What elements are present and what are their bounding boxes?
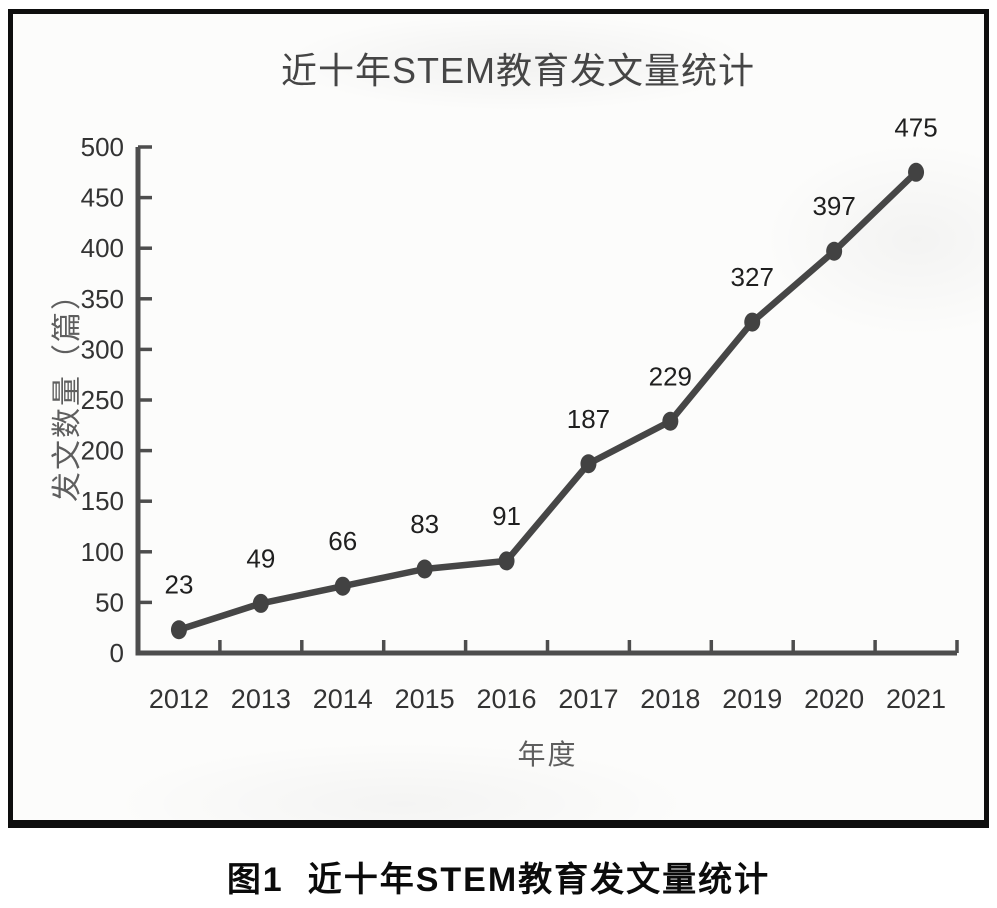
x-tick-label: 2016 <box>477 684 537 714</box>
figure-caption: 图1 近十年STEM教育发文量统计 <box>0 860 997 901</box>
figure-caption-text: 近十年STEM教育发文量统计 <box>307 861 771 899</box>
data-point <box>908 162 925 182</box>
y-tick-label: 100 <box>81 537 124 567</box>
data-point-label: 229 <box>649 361 692 391</box>
x-tick-label: 2012 <box>149 684 209 714</box>
data-point-label: 83 <box>410 509 439 539</box>
data-point <box>580 454 597 474</box>
y-tick-label: 350 <box>81 284 124 314</box>
data-point-label: 397 <box>812 191 855 221</box>
x-tick-label: 2015 <box>395 684 455 714</box>
x-axis-title: 年度 <box>517 739 578 770</box>
x-tick-label: 2013 <box>231 684 291 714</box>
data-point-label: 327 <box>731 262 774 292</box>
y-tick-label: 150 <box>81 486 124 516</box>
y-tick-label: 250 <box>81 385 124 415</box>
x-tick-label: 2014 <box>313 684 373 714</box>
series-line <box>175 169 920 633</box>
data-point-label: 187 <box>567 404 610 434</box>
y-tick-label: 50 <box>95 587 124 617</box>
y-tick-label: 200 <box>81 436 124 466</box>
x-tick-label: 2020 <box>804 684 864 714</box>
data-point-label: 66 <box>328 526 357 556</box>
x-tick-label: 2021 <box>886 684 946 714</box>
chart-title: 近十年STEM教育发文量统计 <box>280 50 755 91</box>
y-tick-label: 500 <box>81 132 124 162</box>
data-point <box>170 620 187 640</box>
chart-frame <box>8 9 989 828</box>
data-point <box>662 411 679 431</box>
y-tick-label: 450 <box>81 183 124 213</box>
data-point-label: 23 <box>164 570 193 600</box>
data-point <box>826 241 843 261</box>
x-tick-label: 2019 <box>722 684 782 714</box>
figure-caption-label: 图1 <box>226 861 284 899</box>
x-tick-label: 2018 <box>640 684 700 714</box>
data-point <box>498 551 515 571</box>
y-tick-label: 300 <box>81 334 124 364</box>
data-point <box>416 559 433 579</box>
x-tick-label: 2017 <box>558 684 618 714</box>
y-tick-label: 0 <box>110 638 124 668</box>
data-point-label: 91 <box>492 501 521 531</box>
data-point <box>744 312 761 332</box>
data-point-label: 49 <box>246 543 275 573</box>
data-point <box>334 576 351 596</box>
y-tick-label: 400 <box>81 233 124 263</box>
data-point <box>252 593 269 613</box>
data-point-label: 475 <box>894 112 937 142</box>
